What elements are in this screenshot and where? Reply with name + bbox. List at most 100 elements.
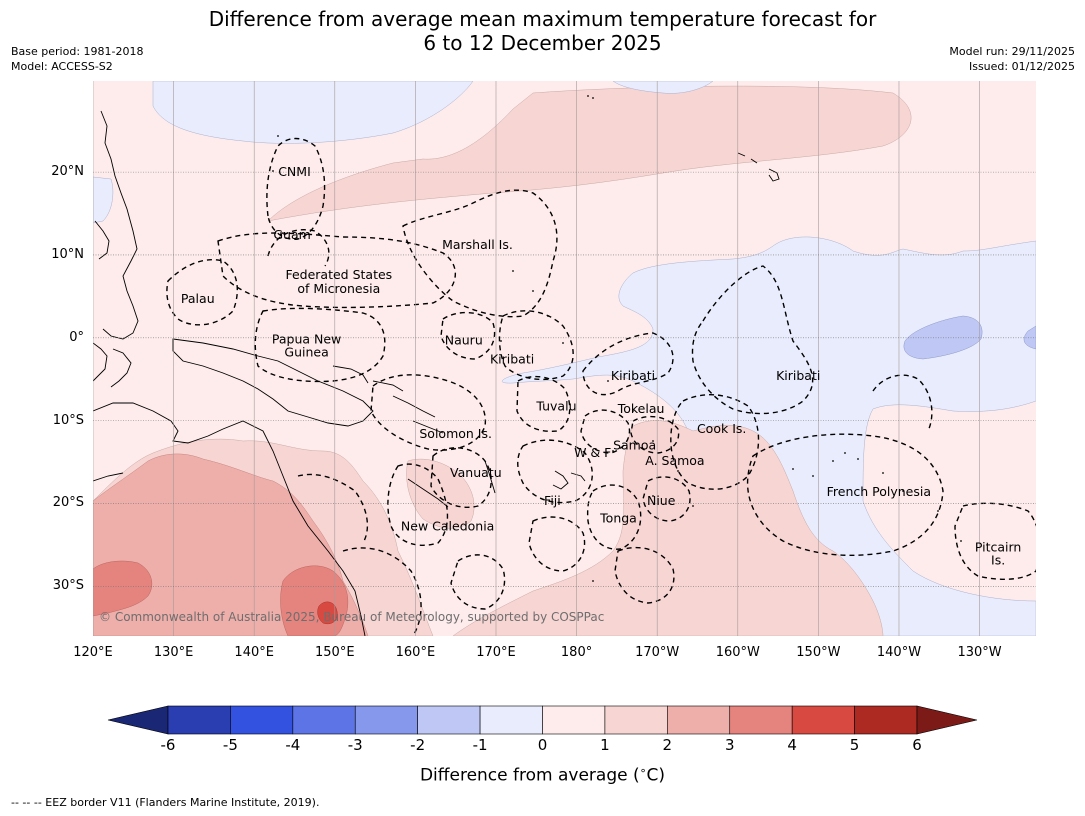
colorbar-tick-label: 5 <box>849 736 860 754</box>
degree-sign: ∘ <box>639 764 647 777</box>
region-label: Niue <box>647 493 676 508</box>
region-label: Kiribati <box>490 351 534 366</box>
region-label: Guinea <box>284 345 328 360</box>
region-label: Tonga <box>599 510 637 525</box>
colorbar-tick-label: -2 <box>410 736 426 754</box>
colorbar-tick-label: -5 <box>222 736 238 754</box>
meta-left: Base period: 1981-2018 Model: ACCESS-S2 <box>11 44 143 74</box>
longitude-tick-label: 160°W <box>715 645 760 660</box>
colorbar-segment <box>292 705 356 735</box>
colorbar-tick-label: 1 <box>600 736 610 754</box>
colorbar-segment <box>354 705 418 735</box>
region-label: Papua New <box>272 331 341 346</box>
base-period: Base period: 1981-2018 <box>11 45 144 58</box>
anomaly-neg1-to-0-west <box>93 176 114 224</box>
colorbar-tick-label: -6 <box>160 736 176 754</box>
longitude-tick-label: 130°E <box>153 645 194 660</box>
latitude-tick-label: 20°S <box>52 495 84 511</box>
region-label: Federated States <box>285 267 392 282</box>
chart-title: Difference from average mean maximum tem… <box>0 7 1085 55</box>
title-line-2: 6 to 12 December 2025 <box>423 31 662 55</box>
colorbar-tick-label: 3 <box>724 736 735 754</box>
anomaly-neg2-to-neg1-edge <box>1023 325 1036 350</box>
anomaly-3-to-4-west <box>93 560 153 617</box>
colorbar-segment <box>604 705 668 735</box>
colorbar-segment <box>791 705 855 735</box>
colorbar-extend-low <box>107 705 169 735</box>
longitude-tick-label: 170°E <box>476 645 516 660</box>
eez-borders <box>166 137 1036 636</box>
colorbar-tick-label: 0 <box>537 736 548 754</box>
latitude-tick-label: 30°S <box>52 578 84 594</box>
region-label: Pitcairn <box>975 539 1021 554</box>
latitude-tick-label: 10°S <box>52 412 84 428</box>
region-label: Solomon Is. <box>419 426 492 441</box>
longitude-tick-label: 120°E <box>73 645 113 660</box>
region-label: Vanuatu <box>450 465 502 480</box>
colorbar-segment <box>417 705 481 735</box>
model-name: Model: ACCESS-S2 <box>11 60 113 73</box>
region-label: Palau <box>181 291 215 306</box>
colorbar-tick-label: 2 <box>662 736 673 754</box>
colorbar-segment <box>667 705 731 735</box>
anomaly-4-to-5-patch <box>317 601 338 625</box>
colorbar-tick-label: -1 <box>472 736 488 754</box>
longitude-tick-label: 150°E <box>315 645 355 660</box>
anomaly-1-to-2-southeast <box>452 420 884 636</box>
title-line-1: Difference from average mean maximum tem… <box>208 7 877 31</box>
issued-date: Issued: 01/12/2025 <box>968 60 1075 73</box>
colorbar-segment <box>167 705 231 735</box>
colorbar-label-text: Difference from average ( <box>419 765 640 786</box>
region-label: Nauru <box>445 332 483 347</box>
longitude-tick-label: 170°W <box>635 645 680 660</box>
colorbar-extend-high <box>916 705 978 735</box>
colorbar-tick-label: 4 <box>787 736 797 754</box>
region-label: A. Samoa <box>645 453 704 468</box>
region-label: Fiji <box>544 493 561 508</box>
region-label: Kiribati <box>776 368 820 383</box>
model-run: Model run: 29/11/2025 <box>949 45 1075 58</box>
copyright-notice: © Commonwealth of Australia 2025, Bureau… <box>99 610 604 624</box>
colorbar-segment <box>729 705 793 735</box>
region-label: Is. <box>991 553 1005 568</box>
eez-footnote: -- -- -- EEZ border V11 (Flanders Marine… <box>11 796 320 809</box>
longitude-tick-label: 180° <box>560 645 593 660</box>
region-label: New Caledonia <box>401 519 494 534</box>
anomaly-neg1-to-0-north-2 <box>612 81 714 94</box>
latitude-tick-label: 10°N <box>51 246 84 262</box>
longitude-tick-label: 130°W <box>957 645 1002 660</box>
region-label: French Polynesia <box>827 484 931 499</box>
colorbar-label-unit: C) <box>646 765 666 786</box>
region-label: W & F <box>574 445 611 460</box>
colorbar-label: Difference from average (∘C) <box>0 764 1085 786</box>
region-label: Tuvalu <box>535 399 576 414</box>
region-label: Guam <box>273 227 310 242</box>
anomaly-1-to-2-north <box>267 85 912 222</box>
colorbar-segment <box>854 705 918 735</box>
colorbar-segment <box>230 705 294 735</box>
longitude-tick-label: 150°W <box>796 645 841 660</box>
region-label: Kiribati <box>611 368 655 383</box>
colorbar-tick-label: 6 <box>912 736 922 754</box>
colorbar-segment <box>479 705 543 735</box>
small-islands <box>272 95 962 582</box>
colorbar <box>107 705 978 735</box>
region-label: Marshall Is. <box>442 237 513 252</box>
region-label: Samoa <box>613 437 656 452</box>
colorbar-segment <box>542 705 606 735</box>
meta-right: Model run: 29/11/2025 Issued: 01/12/2025 <box>949 44 1075 74</box>
region-label: of Micronesia <box>297 281 380 296</box>
anomaly-neg1-to-0-north <box>152 81 474 144</box>
region-label: CNMI <box>278 164 311 179</box>
longitude-tick-label: 140°W <box>876 645 922 660</box>
latitude-tick-label: 20°N <box>51 164 84 180</box>
region-label: Tokelau <box>617 401 665 416</box>
colorbar-tick-label: -4 <box>285 736 301 754</box>
graticule <box>93 81 1036 636</box>
longitude-tick-label: 160°E <box>395 645 436 660</box>
anomaly-3-to-4-east <box>280 565 349 636</box>
anomaly-1-to-2-newcal <box>406 458 475 529</box>
latitude-tick-label: 0° <box>69 329 84 345</box>
